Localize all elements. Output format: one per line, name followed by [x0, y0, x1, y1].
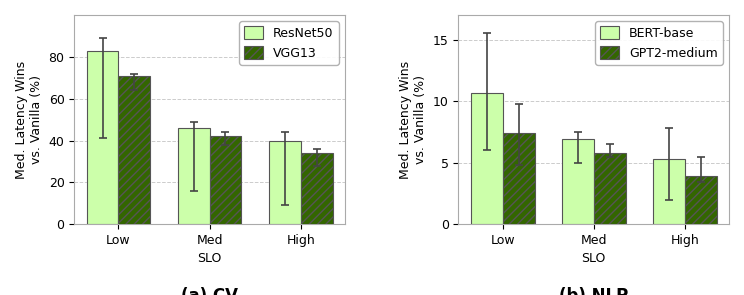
Y-axis label: Med. Latency Wins
vs. Vanilla (%): Med. Latency Wins vs. Vanilla (%): [400, 60, 427, 179]
Bar: [301, 153, 333, 224]
Text: (a) CV: (a) CV: [181, 287, 238, 295]
Bar: [269, 140, 301, 224]
Bar: [562, 139, 594, 224]
Text: (b) NLP: (b) NLP: [559, 287, 629, 295]
Bar: [594, 153, 626, 224]
Bar: [471, 93, 503, 224]
Bar: [653, 159, 684, 224]
Bar: [684, 176, 716, 224]
Bar: [178, 128, 210, 224]
Bar: [118, 76, 150, 224]
Legend: ResNet50, VGG13: ResNet50, VGG13: [240, 21, 339, 65]
Bar: [86, 50, 118, 224]
X-axis label: SLO: SLO: [582, 253, 606, 266]
Legend: BERT-base, GPT2-medium: BERT-base, GPT2-medium: [595, 21, 722, 65]
X-axis label: SLO: SLO: [197, 253, 222, 266]
Bar: [503, 133, 534, 224]
Bar: [210, 136, 242, 224]
Y-axis label: Med. Latency Wins
vs. Vanilla (%): Med. Latency Wins vs. Vanilla (%): [15, 60, 43, 179]
